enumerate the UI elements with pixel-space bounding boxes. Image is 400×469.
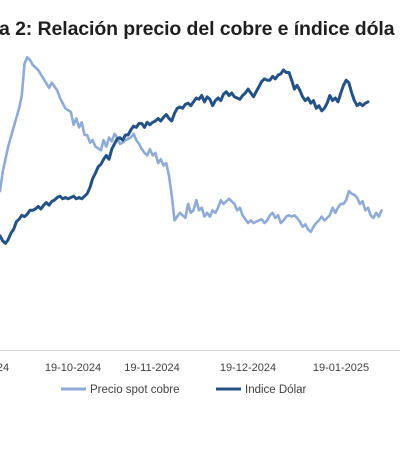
x-tick-label: 19-01-2025 — [313, 362, 369, 374]
x-tick-label: 24 — [0, 362, 9, 374]
x-tick-labels: 24 19-10-2024 19-11-2024 19-12-2024 19-01-20… — [0, 362, 369, 374]
chart-title: a 2: Relación precio del cobre e índice … — [0, 18, 395, 40]
series-line-precio-spot-cobre — [0, 55, 383, 234]
legend-label-precio-spot-cobre: Precio spot cobre — [90, 384, 180, 396]
legend: Precio spot cobre Indice Dólar — [61, 384, 307, 396]
x-tick-label: 19-10-2024 — [45, 362, 101, 374]
x-tick-label: 19-12-2024 — [220, 362, 276, 374]
legend-label-indice-dolar: Indice Dólar — [245, 384, 307, 396]
x-tick-label: 19-11-2024 — [124, 362, 179, 374]
series-line-indice-dolar — [0, 68, 370, 245]
series-layer — [0, 55, 383, 245]
